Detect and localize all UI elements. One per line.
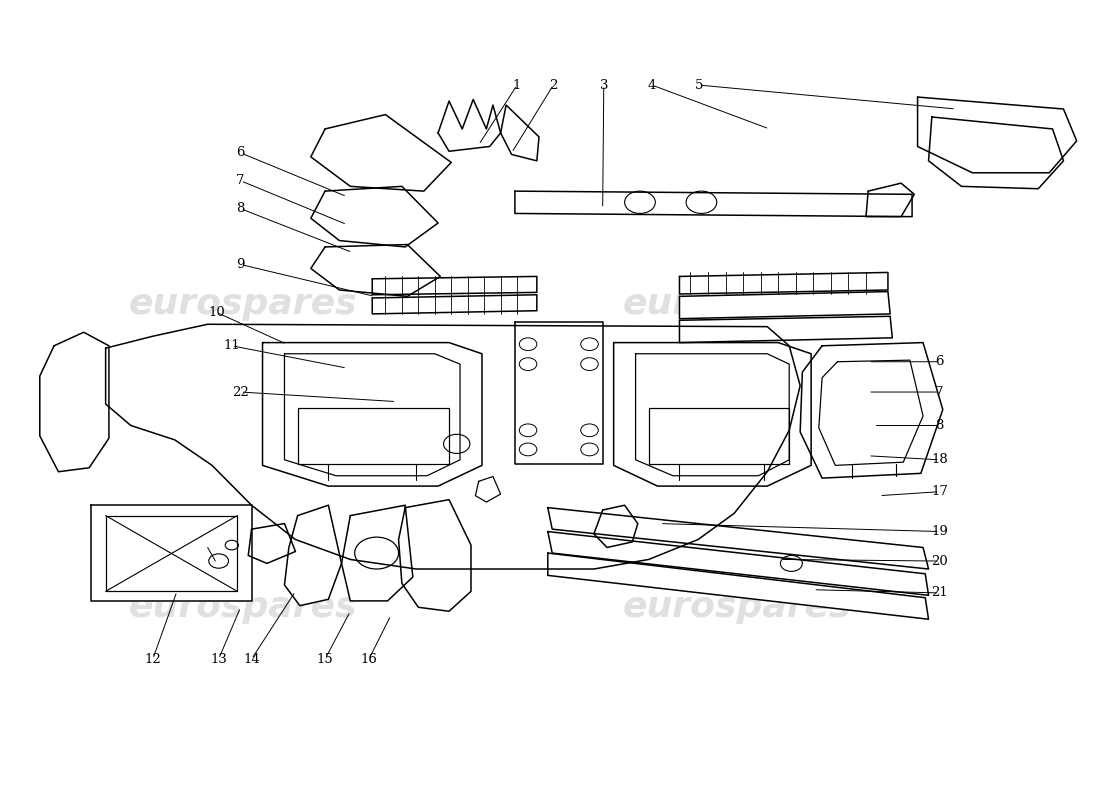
- Polygon shape: [548, 553, 928, 619]
- Polygon shape: [398, 500, 471, 611]
- Polygon shape: [818, 360, 923, 466]
- Text: 16: 16: [361, 653, 377, 666]
- Text: 22: 22: [232, 386, 249, 398]
- Polygon shape: [680, 291, 890, 318]
- Polygon shape: [298, 408, 449, 464]
- Text: eurospares: eurospares: [129, 590, 358, 624]
- Polygon shape: [636, 354, 789, 476]
- Text: 17: 17: [931, 485, 948, 498]
- Text: 9: 9: [236, 258, 245, 271]
- Polygon shape: [438, 99, 500, 151]
- Polygon shape: [800, 342, 943, 478]
- Polygon shape: [372, 277, 537, 294]
- Polygon shape: [866, 183, 914, 217]
- Polygon shape: [649, 408, 789, 464]
- Polygon shape: [594, 506, 638, 547]
- Text: 21: 21: [931, 586, 948, 599]
- Text: eurospares: eurospares: [129, 287, 358, 322]
- Text: 10: 10: [208, 306, 224, 319]
- Polygon shape: [548, 508, 928, 569]
- Text: 11: 11: [223, 339, 240, 352]
- Text: 20: 20: [931, 554, 948, 567]
- Polygon shape: [263, 342, 482, 486]
- Text: 3: 3: [600, 78, 608, 91]
- Polygon shape: [311, 186, 438, 247]
- Text: 14: 14: [243, 653, 260, 666]
- Polygon shape: [372, 294, 537, 314]
- Polygon shape: [106, 324, 800, 569]
- Text: 8: 8: [935, 419, 944, 432]
- Text: 5: 5: [695, 78, 703, 91]
- Polygon shape: [680, 273, 888, 294]
- Text: 7: 7: [236, 174, 245, 187]
- Text: 8: 8: [236, 202, 245, 215]
- Polygon shape: [515, 322, 603, 464]
- Text: 12: 12: [144, 653, 162, 666]
- Text: 7: 7: [935, 386, 944, 398]
- Text: eurospares: eurospares: [623, 590, 850, 624]
- Text: 13: 13: [210, 653, 227, 666]
- Polygon shape: [285, 506, 341, 606]
- Text: eurospares: eurospares: [623, 287, 850, 322]
- Text: 6: 6: [935, 355, 944, 368]
- Polygon shape: [515, 191, 912, 217]
- Text: 18: 18: [931, 454, 948, 466]
- Polygon shape: [341, 506, 412, 601]
- Text: 19: 19: [931, 525, 948, 538]
- Polygon shape: [91, 506, 252, 601]
- Polygon shape: [311, 114, 451, 191]
- Polygon shape: [917, 97, 1077, 173]
- Polygon shape: [680, 316, 892, 342]
- Text: 4: 4: [648, 78, 657, 91]
- Polygon shape: [500, 105, 539, 161]
- Text: 15: 15: [317, 653, 333, 666]
- Polygon shape: [285, 354, 460, 476]
- Polygon shape: [475, 477, 500, 502]
- Polygon shape: [106, 515, 238, 591]
- Polygon shape: [249, 523, 296, 563]
- Text: 2: 2: [549, 78, 558, 91]
- Polygon shape: [928, 117, 1064, 189]
- Text: 1: 1: [513, 78, 521, 91]
- Text: 6: 6: [236, 146, 245, 159]
- Polygon shape: [614, 342, 811, 486]
- Polygon shape: [311, 245, 440, 296]
- Polygon shape: [548, 531, 928, 595]
- Polygon shape: [40, 332, 109, 472]
